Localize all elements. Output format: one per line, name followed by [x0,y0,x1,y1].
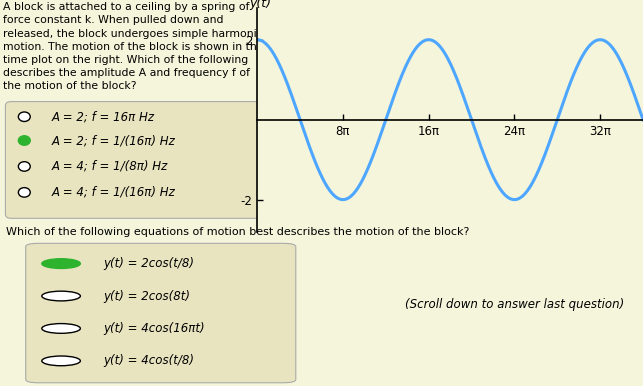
Text: Which of the following equations of motion best describes the motion of the bloc: Which of the following equations of moti… [6,227,470,237]
Text: A = 4; f = 1/(8π) Hz: A = 4; f = 1/(8π) Hz [51,160,168,173]
Text: y(t): y(t) [249,0,272,10]
FancyBboxPatch shape [5,102,265,218]
Text: (Scroll down to answer last question): (Scroll down to answer last question) [405,298,624,312]
Circle shape [42,323,80,333]
Circle shape [19,136,30,145]
Circle shape [42,356,80,366]
Text: y(t) = 4cos(16πt): y(t) = 4cos(16πt) [103,322,204,335]
Circle shape [42,291,80,301]
Text: A = 4; f = 1/(16π) Hz: A = 4; f = 1/(16π) Hz [51,186,175,199]
Circle shape [19,188,30,197]
Circle shape [42,259,80,269]
Text: y(t) = 2cos(t/8): y(t) = 2cos(t/8) [103,257,194,270]
FancyBboxPatch shape [26,243,296,383]
Text: y(t) = 2cos(8t): y(t) = 2cos(8t) [103,290,190,303]
Text: y(t) = 4cos(t/8): y(t) = 4cos(t/8) [103,354,194,367]
Circle shape [19,112,30,122]
Text: A = 2; f = 16π Hz: A = 2; f = 16π Hz [51,110,154,123]
Text: A block is attached to a ceiling by a spring of
force constant k. When pulled do: A block is attached to a ceiling by a sp… [3,2,263,91]
Text: A = 2; f = 1/(16π) Hz: A = 2; f = 1/(16π) Hz [51,134,175,147]
Circle shape [19,162,30,171]
